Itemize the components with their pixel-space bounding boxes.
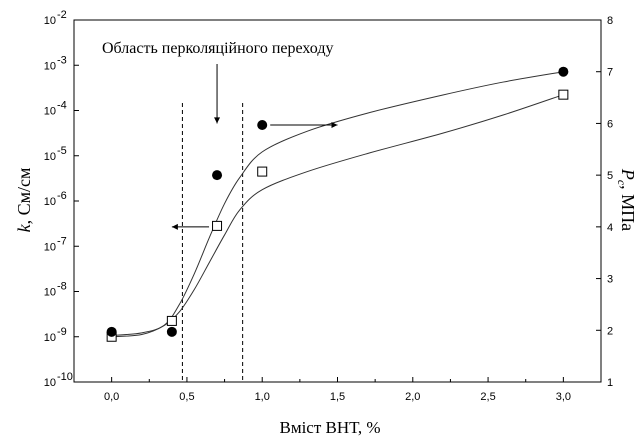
- y-left-tick-exponent: -10: [57, 371, 73, 383]
- y-left-tick-exponent: -9: [57, 326, 67, 338]
- x-tick-label: 1,0: [255, 391, 270, 403]
- marker-filled-circle: [212, 170, 223, 181]
- marker-filled-circle: [558, 66, 569, 77]
- y-left-tick-exponent: -3: [57, 54, 67, 66]
- indicator-arrow-head: [171, 223, 178, 230]
- y-right-tick-label: 5: [607, 170, 613, 182]
- annotation-label: Область перколяційного переходу: [102, 40, 333, 57]
- marker-open-square: [257, 166, 268, 177]
- fit-curve-pressure: [111, 71, 564, 336]
- y-left-tick-exponent: -5: [57, 145, 67, 157]
- y-left-tick-label: 10: [44, 241, 56, 253]
- y-left-tick-label: 10: [44, 151, 56, 163]
- y-left-tick-label: 10: [44, 196, 56, 208]
- y-left-tick-label: 10: [44, 106, 56, 118]
- marker-open-square: [212, 220, 223, 231]
- y-left-axis-title: k, См/см: [14, 168, 34, 233]
- y-right-label-italic: P: [618, 168, 638, 180]
- y-right-tick-label: 1: [607, 377, 613, 389]
- indicator-arrow-head: [331, 121, 338, 128]
- y-left-tick-exponent: -4: [57, 100, 67, 112]
- y-left-tick-label: 10: [44, 60, 56, 72]
- axis-indicator-arrows: [171, 121, 338, 230]
- marker-open-square: [558, 89, 569, 100]
- y-left-label-rest: , См/см: [14, 168, 34, 225]
- marker-filled-circle: [106, 326, 117, 337]
- x-tick-label: 3,0: [556, 391, 571, 403]
- y-right-axis-ticks: 1 2 3 4 5 6 7 8: [596, 15, 613, 389]
- plot-frame: [73, 19, 602, 383]
- y-left-tick-label: 10: [44, 287, 56, 299]
- y-right-tick-label: 8: [607, 15, 613, 27]
- y-left-tick-exponent: -6: [57, 190, 67, 202]
- y-right-axis-title: Pc, МПа: [615, 168, 638, 231]
- x-axis-ticks: 0,0 0,5 1,0 1,5 2,0 2,5 3,0: [104, 377, 571, 403]
- y-left-tick-label: 10: [44, 377, 56, 389]
- x-axis-title: Вміст ВНТ, %: [279, 418, 380, 437]
- y-right-tick-label: 4: [607, 222, 613, 234]
- y-right-label-rest: , МПа: [618, 185, 638, 231]
- reference-lines: [181, 103, 244, 382]
- data-markers: [106, 66, 569, 342]
- marker-filled-circle: [257, 119, 268, 130]
- y-left-tick-exponent: -8: [57, 281, 67, 293]
- marker-open-square: [166, 315, 177, 326]
- y-left-tick-exponent: -7: [57, 235, 67, 247]
- annotation-arrow-head: [214, 117, 221, 124]
- y-left-tick-exponent: -2: [57, 9, 67, 21]
- y-right-tick-label: 3: [607, 274, 613, 286]
- marker-filled-circle: [166, 326, 177, 337]
- y-left-tick-label: 10: [44, 332, 56, 344]
- x-tick-label: 2,5: [480, 391, 495, 403]
- x-tick-label: 1,5: [330, 391, 345, 403]
- y-left-label-italic: k: [14, 223, 34, 232]
- y-right-tick-label: 7: [607, 67, 613, 79]
- y-right-tick-label: 6: [607, 118, 613, 130]
- y-right-label-sub: c: [615, 180, 629, 186]
- annotation-arrow: [214, 64, 221, 124]
- x-tick-label: 0,5: [179, 391, 194, 403]
- x-tick-label: 2,0: [405, 391, 420, 403]
- y-left-tick-label: 10: [44, 15, 56, 27]
- y-right-tick-label: 2: [607, 325, 613, 337]
- fit-curve-conductivity: [111, 94, 564, 338]
- x-tick-label: 0,0: [104, 391, 119, 403]
- fit-curves: [111, 71, 564, 338]
